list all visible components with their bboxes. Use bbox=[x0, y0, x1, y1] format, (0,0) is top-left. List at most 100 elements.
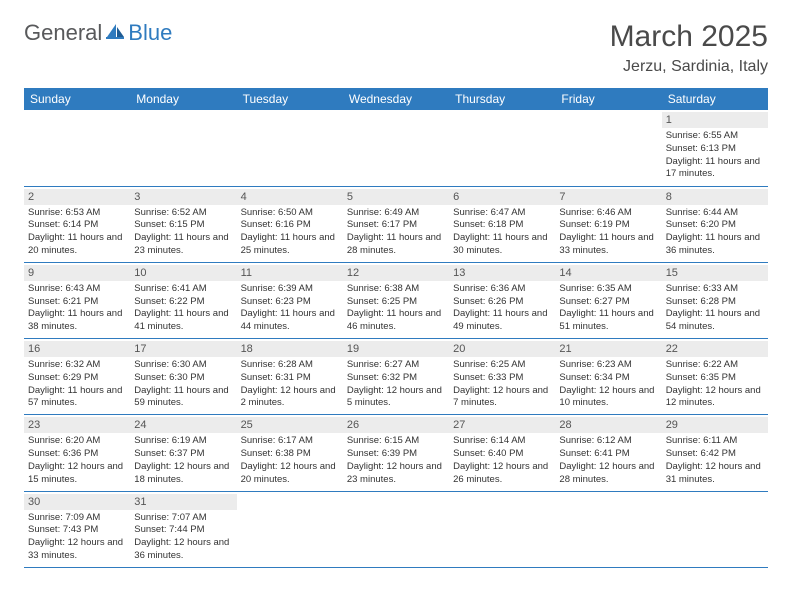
day-info: Sunrise: 6:28 AMSunset: 6:31 PMDaylight:… bbox=[241, 359, 339, 410]
calendar-cell: 20Sunrise: 6:25 AMSunset: 6:33 PMDayligh… bbox=[449, 339, 555, 415]
calendar-row: 30 Sunrise: 7:09 AMSunset: 7:43 PMDayligh… bbox=[24, 491, 768, 567]
weekday-header: Sunday bbox=[24, 88, 130, 110]
day-number: 13 bbox=[449, 265, 555, 281]
weekday-header: Monday bbox=[130, 88, 236, 110]
calendar-cell: 29 Sunrise: 6:11 AMSunset: 6:42 PMDayligh… bbox=[662, 415, 768, 491]
title-block: March 2025 Jerzu, Sardinia, Italy bbox=[610, 20, 768, 76]
day-number: 3 bbox=[130, 189, 236, 205]
day-info: Sunrise: 6:39 AMSunset: 6:23 PMDaylight:… bbox=[241, 283, 339, 334]
calendar-row: 9 Sunrise: 6:43 AMSunset: 6:21 PMDaylight… bbox=[24, 262, 768, 338]
day-number: 15 bbox=[662, 265, 768, 281]
day-number: 17 bbox=[130, 341, 236, 357]
calendar-cell bbox=[237, 110, 343, 186]
day-number: 31 bbox=[130, 494, 236, 510]
calendar-cell bbox=[237, 491, 343, 567]
day-info: Sunrise: 6:19 AMSunset: 6:37 PMDaylight:… bbox=[134, 435, 232, 486]
weekday-header: Wednesday bbox=[343, 88, 449, 110]
calendar-cell bbox=[130, 110, 236, 186]
calendar-cell: 30 Sunrise: 7:09 AMSunset: 7:43 PMDayligh… bbox=[24, 491, 130, 567]
day-info: Sunrise: 6:49 AMSunset: 6:17 PMDaylight:… bbox=[347, 207, 445, 258]
day-number: 16 bbox=[24, 341, 130, 357]
day-info: Sunrise: 6:43 AMSunset: 6:21 PMDaylight:… bbox=[28, 283, 126, 334]
calendar-cell: 3 Sunrise: 6:52 AMSunset: 6:15 PMDaylight… bbox=[130, 186, 236, 262]
calendar-cell: 26 Sunrise: 6:15 AMSunset: 6:39 PMDayligh… bbox=[343, 415, 449, 491]
weekday-row: SundayMondayTuesdayWednesdayThursdayFrid… bbox=[24, 88, 768, 110]
day-info: Sunrise: 6:14 AMSunset: 6:40 PMDaylight:… bbox=[453, 435, 551, 486]
day-info: Sunrise: 6:33 AMSunset: 6:28 PMDaylight:… bbox=[666, 283, 764, 334]
day-number: 30 bbox=[24, 494, 130, 510]
day-info: Sunrise: 6:41 AMSunset: 6:22 PMDaylight:… bbox=[134, 283, 232, 334]
page-title: March 2025 bbox=[610, 20, 768, 54]
calendar-cell: 9 Sunrise: 6:43 AMSunset: 6:21 PMDaylight… bbox=[24, 262, 130, 338]
calendar-cell bbox=[555, 491, 661, 567]
weekday-header: Friday bbox=[555, 88, 661, 110]
calendar-table: SundayMondayTuesdayWednesdayThursdayFrid… bbox=[24, 88, 768, 568]
calendar-cell: 13 Sunrise: 6:36 AMSunset: 6:26 PMDayligh… bbox=[449, 262, 555, 338]
day-number: 25 bbox=[237, 417, 343, 433]
day-info: Sunrise: 6:52 AMSunset: 6:15 PMDaylight:… bbox=[134, 207, 232, 258]
day-number: 10 bbox=[130, 265, 236, 281]
day-info: Sunrise: 6:47 AMSunset: 6:18 PMDaylight:… bbox=[453, 207, 551, 258]
day-number: 7 bbox=[555, 189, 661, 205]
calendar-cell bbox=[449, 491, 555, 567]
calendar-cell: 18 Sunrise: 6:28 AMSunset: 6:31 PMDayligh… bbox=[237, 339, 343, 415]
day-number: 22 bbox=[662, 341, 768, 357]
logo-sail-icon bbox=[104, 20, 126, 46]
calendar-cell: 7Sunrise: 6:46 AMSunset: 6:19 PMDaylight… bbox=[555, 186, 661, 262]
logo-text-blue: Blue bbox=[128, 20, 172, 46]
day-info: Sunrise: 6:50 AMSunset: 6:16 PMDaylight:… bbox=[241, 207, 339, 258]
day-number: 23 bbox=[24, 417, 130, 433]
day-number: 26 bbox=[343, 417, 449, 433]
calendar-cell: 12Sunrise: 6:38 AMSunset: 6:25 PMDayligh… bbox=[343, 262, 449, 338]
day-info: Sunrise: 6:22 AMSunset: 6:35 PMDaylight:… bbox=[666, 359, 764, 410]
calendar-cell: 10 Sunrise: 6:41 AMSunset: 6:22 PMDayligh… bbox=[130, 262, 236, 338]
calendar-cell bbox=[449, 110, 555, 186]
day-number: 5 bbox=[343, 189, 449, 205]
calendar-cell: 23 Sunrise: 6:20 AMSunset: 6:36 PMDayligh… bbox=[24, 415, 130, 491]
calendar-cell bbox=[24, 110, 130, 186]
calendar-cell: 17 Sunrise: 6:30 AMSunset: 6:30 PMDayligh… bbox=[130, 339, 236, 415]
calendar-cell: 28Sunrise: 6:12 AMSunset: 6:41 PMDayligh… bbox=[555, 415, 661, 491]
calendar-row: 2 Sunrise: 6:53 AMSunset: 6:14 PMDaylight… bbox=[24, 186, 768, 262]
calendar-cell: 4Sunrise: 6:50 AMSunset: 6:16 PMDaylight… bbox=[237, 186, 343, 262]
day-info: Sunrise: 6:38 AMSunset: 6:25 PMDaylight:… bbox=[347, 283, 445, 334]
day-number: 2 bbox=[24, 189, 130, 205]
day-number: 21 bbox=[555, 341, 661, 357]
day-info: Sunrise: 6:17 AMSunset: 6:38 PMDaylight:… bbox=[241, 435, 339, 486]
calendar-cell: 2 Sunrise: 6:53 AMSunset: 6:14 PMDaylight… bbox=[24, 186, 130, 262]
day-number: 20 bbox=[449, 341, 555, 357]
calendar-cell bbox=[343, 110, 449, 186]
calendar-row: 1Sunrise: 6:55 AMSunset: 6:13 PMDaylight… bbox=[24, 110, 768, 186]
calendar-cell: 5 Sunrise: 6:49 AMSunset: 6:17 PMDaylight… bbox=[343, 186, 449, 262]
calendar-cell bbox=[555, 110, 661, 186]
calendar-cell: 27Sunrise: 6:14 AMSunset: 6:40 PMDayligh… bbox=[449, 415, 555, 491]
calendar-cell: 25 Sunrise: 6:17 AMSunset: 6:38 PMDayligh… bbox=[237, 415, 343, 491]
day-info: Sunrise: 6:36 AMSunset: 6:26 PMDaylight:… bbox=[453, 283, 551, 334]
weekday-header: Saturday bbox=[662, 88, 768, 110]
calendar-cell: 16Sunrise: 6:32 AMSunset: 6:29 PMDayligh… bbox=[24, 339, 130, 415]
day-info: Sunrise: 6:30 AMSunset: 6:30 PMDaylight:… bbox=[134, 359, 232, 410]
calendar-cell: 19Sunrise: 6:27 AMSunset: 6:32 PMDayligh… bbox=[343, 339, 449, 415]
day-number: 9 bbox=[24, 265, 130, 281]
calendar-cell: 24Sunrise: 6:19 AMSunset: 6:37 PMDayligh… bbox=[130, 415, 236, 491]
day-number: 1 bbox=[662, 112, 768, 128]
calendar-cell: 22 Sunrise: 6:22 AMSunset: 6:35 PMDayligh… bbox=[662, 339, 768, 415]
calendar-cell: 14Sunrise: 6:35 AMSunset: 6:27 PMDayligh… bbox=[555, 262, 661, 338]
day-number: 29 bbox=[662, 417, 768, 433]
day-number: 6 bbox=[449, 189, 555, 205]
weekday-header: Tuesday bbox=[237, 88, 343, 110]
day-number: 11 bbox=[237, 265, 343, 281]
calendar-cell: 6 Sunrise: 6:47 AMSunset: 6:18 PMDaylight… bbox=[449, 186, 555, 262]
day-info: Sunrise: 6:20 AMSunset: 6:36 PMDaylight:… bbox=[28, 435, 126, 486]
day-number: 8 bbox=[662, 189, 768, 205]
calendar-cell: 11 Sunrise: 6:39 AMSunset: 6:23 PMDayligh… bbox=[237, 262, 343, 338]
day-number: 28 bbox=[555, 417, 661, 433]
day-info: Sunrise: 6:53 AMSunset: 6:14 PMDaylight:… bbox=[28, 207, 126, 258]
day-info: Sunrise: 7:09 AMSunset: 7:43 PMDaylight:… bbox=[28, 512, 126, 563]
day-info: Sunrise: 6:11 AMSunset: 6:42 PMDaylight:… bbox=[666, 435, 764, 486]
calendar-row: 23 Sunrise: 6:20 AMSunset: 6:36 PMDayligh… bbox=[24, 415, 768, 491]
day-info: Sunrise: 6:15 AMSunset: 6:39 PMDaylight:… bbox=[347, 435, 445, 486]
calendar-cell bbox=[662, 491, 768, 567]
day-info: Sunrise: 7:07 AMSunset: 7:44 PMDaylight:… bbox=[134, 512, 232, 563]
day-number: 18 bbox=[237, 341, 343, 357]
